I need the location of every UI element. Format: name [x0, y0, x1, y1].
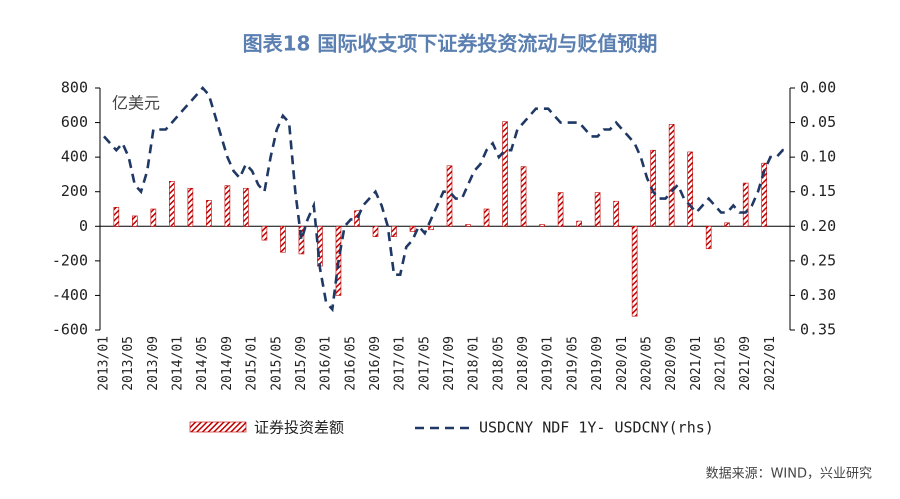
bar: [539, 224, 545, 227]
line: [103, 86, 789, 313]
legend-label: USDCNY NDF 1Y- USDCNY(rhs): [479, 419, 714, 437]
bar: [317, 225, 323, 267]
x-tick-label: 2014/09: [220, 336, 235, 391]
bar: [298, 225, 305, 255]
bar: [576, 220, 582, 227]
bar: [132, 215, 138, 227]
y-tick-label: 800: [61, 79, 88, 97]
y-tick-label: 400: [61, 148, 88, 166]
bar: [446, 165, 453, 227]
y-axis-label: 亿美元: [112, 94, 160, 113]
chart-title: 图表18 国际收支项下证券投资流动与贬值预期: [243, 32, 658, 56]
x-tick-label: 2016/09: [368, 336, 383, 391]
bar: [409, 225, 416, 232]
y-tick-label: 200: [61, 182, 88, 200]
bar: [761, 162, 767, 227]
bar: [465, 224, 471, 227]
x-tick-label: 2018/05: [491, 336, 506, 391]
y-tick-label: -400: [52, 286, 88, 304]
legend-swatch: [189, 421, 247, 433]
bar: [391, 225, 397, 237]
x-tick-label: 2015/09: [294, 336, 309, 391]
bar: [280, 225, 286, 253]
bar: [224, 185, 231, 227]
bar: [613, 200, 619, 227]
x-tick-label: 2017/09: [442, 336, 457, 391]
y2-tick-label: 0.00: [800, 79, 836, 97]
y-tick-label: 0: [79, 217, 88, 235]
y-tick-label: -600: [52, 321, 88, 339]
x-tick-label: 2015/05: [269, 336, 284, 391]
bar: [169, 181, 175, 227]
source: 数据来源：WIND，兴业研究: [706, 467, 872, 482]
x-tick-label: 2018/09: [516, 336, 531, 391]
y2-tick-label: 0.20: [800, 217, 836, 235]
bar: [502, 121, 508, 227]
x-tick-label: 2013/09: [146, 336, 161, 391]
bar: [243, 187, 249, 227]
x-tick-label: 2021/01: [689, 336, 704, 391]
x-tick-label: 2019/05: [565, 336, 580, 391]
x-tick-label: 2014/05: [195, 336, 210, 391]
x-tick-label: 2021/05: [714, 336, 729, 391]
y-tick-label: -200: [52, 251, 88, 269]
bar: [354, 210, 360, 227]
x-tick-label: 2013/05: [121, 336, 136, 391]
x-tick-label: 2017/05: [417, 336, 432, 391]
x-tick-label: 2021/09: [738, 336, 753, 391]
bar: [594, 192, 601, 227]
x-tick-label: 2020/05: [639, 336, 654, 391]
x-tick-label: 2016/01: [319, 336, 334, 391]
bar: [150, 208, 157, 227]
bar: [631, 225, 638, 317]
bar: [668, 124, 675, 227]
bar: [520, 166, 527, 227]
y2-tick-label: 0.10: [800, 148, 836, 166]
y-tick-label: 600: [61, 113, 88, 131]
bar: [187, 187, 194, 227]
bar: [113, 206, 120, 227]
y2-tick-label: 0.05: [800, 113, 836, 131]
bar: [687, 151, 693, 227]
x-tick-label: 2020/09: [664, 336, 679, 391]
x-tick-label: 2019/09: [590, 336, 605, 391]
x-tick-label: 2014/01: [171, 336, 186, 391]
x-tick-label: 2013/01: [97, 336, 112, 391]
y2-tick-label: 0.30: [800, 286, 836, 304]
bar: [557, 192, 564, 227]
bar: [261, 225, 268, 241]
bar: [742, 182, 749, 227]
bar: [483, 208, 490, 227]
x-tick-label: 2015/01: [245, 336, 260, 391]
legend-label: 证券投资差额: [254, 419, 344, 437]
y2-tick-label: 0.25: [800, 251, 836, 269]
x-tick-label: 2017/01: [393, 336, 408, 391]
x-tick-label: 2018/01: [467, 336, 482, 391]
bar: [428, 225, 434, 231]
x-tick-label: 2020/01: [615, 336, 630, 391]
x-tick-label: 2016/05: [343, 336, 358, 391]
x-tick-label: 2022/01: [763, 336, 778, 391]
y2-tick-label: 0.15: [800, 182, 836, 200]
bar: [372, 225, 379, 237]
bar: [705, 225, 712, 250]
x-tick-label: 2019/01: [541, 336, 556, 391]
bar: [724, 222, 730, 227]
bar: [206, 200, 212, 227]
y2-tick-label: 0.35: [800, 321, 836, 339]
